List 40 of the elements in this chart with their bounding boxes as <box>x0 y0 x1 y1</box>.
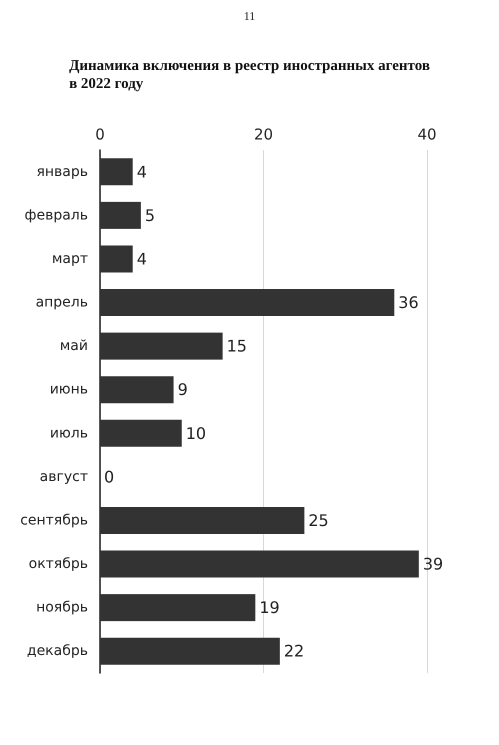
data-label: 4 <box>136 249 147 268</box>
bar <box>100 289 394 316</box>
y-tick-label: март <box>52 250 88 267</box>
bar <box>100 594 256 622</box>
chart-title: Динамика включения в реестр иностранных агентов в 2022 году <box>69 58 430 92</box>
data-label: 9 <box>178 380 188 400</box>
data-label: 4 <box>136 162 147 182</box>
bar <box>100 638 280 665</box>
bar <box>100 376 174 404</box>
bar <box>100 420 182 447</box>
y-tick-label: август <box>40 468 88 485</box>
bar <box>100 158 133 186</box>
x-tick-label: 20 <box>254 126 274 144</box>
data-label: 19 <box>259 598 280 618</box>
data-label: 5 <box>144 206 156 225</box>
y-tick-label: февраль <box>24 207 88 224</box>
data-label: 36 <box>398 293 419 312</box>
bar <box>100 506 304 534</box>
x-tick-label: 0 <box>95 126 105 144</box>
bar <box>100 550 419 578</box>
y-tick-label: июнь <box>50 382 88 398</box>
y-tick-label: октябрь <box>28 556 88 572</box>
y-tick-label: апрель <box>36 294 88 311</box>
data-label: 0 <box>104 467 114 486</box>
data-label: 25 <box>308 510 329 530</box>
data-label: 10 <box>186 424 206 443</box>
y-tick-label: июль <box>50 425 88 442</box>
y-tick-label: ноябрь <box>36 600 88 616</box>
y-tick-label: май <box>60 338 88 354</box>
data-label: 15 <box>226 336 247 356</box>
text: 11 <box>244 9 256 23</box>
bar <box>100 245 133 272</box>
bar <box>100 202 141 229</box>
data-label: 22 <box>284 642 304 661</box>
x-tick-label: 40 <box>417 126 437 144</box>
y-tick-label: сентябрь <box>20 512 88 528</box>
y-tick-label: декабрь <box>26 643 88 660</box>
y-tick-label: январь <box>36 164 88 180</box>
bar <box>100 332 223 360</box>
data-label: 39 <box>422 554 444 574</box>
